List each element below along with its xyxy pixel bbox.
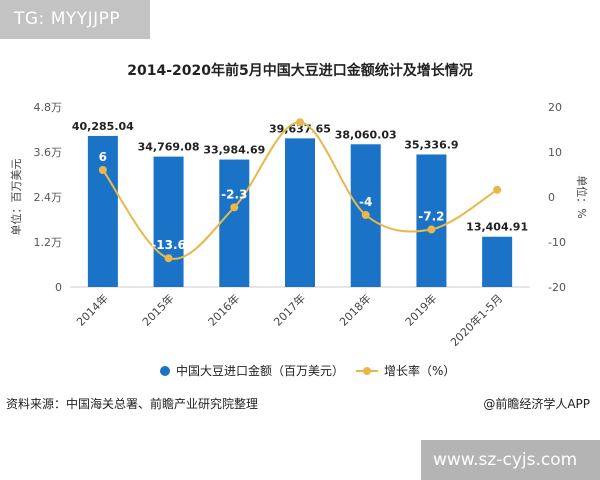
y-right-tick-label: 20	[548, 101, 562, 114]
chart: 0 1.2万 2.4万 3.6万 4.8万 -20 -10 0 10 20 单位：百万美元 单位：% 4…	[9, 101, 589, 349]
bar	[482, 236, 513, 287]
bar-value-label: 35,336.9	[404, 138, 458, 151]
bar-value-label: 13,404.91	[466, 221, 528, 234]
y-left-tick-label: 1.2万	[34, 236, 63, 249]
x-tick-label: 2016年	[205, 291, 242, 328]
y-left-tick-label: 4.8万	[34, 101, 63, 114]
x-tick-label: 2019年	[402, 291, 439, 328]
growth-point	[296, 118, 304, 127]
growth-point	[230, 203, 239, 212]
y-left-tick-label: 0	[55, 281, 62, 294]
growth-point	[493, 185, 502, 194]
chart-title: 2014-2020年前5月中国大豆进口金额统计及增长情况	[127, 63, 473, 79]
y-left-tick-label: 3.6万	[34, 146, 63, 159]
legend-item-growth[interactable]: 增长率（%）	[356, 362, 455, 379]
growth-value-label: -7.2	[418, 209, 444, 223]
legend-label-amount: 中国大豆进口金额（百万美元）	[176, 364, 345, 378]
growth-value-label: -4	[359, 195, 372, 209]
growth-point	[98, 166, 107, 174]
watermark-tag: TG: MYYJJPP	[0, 0, 150, 39]
bar-value-label: 33,984.69	[203, 144, 265, 157]
legend-label-growth: 增长率（%）	[384, 364, 456, 378]
x-tick-label: 2018年	[336, 291, 373, 328]
bar	[153, 156, 184, 287]
bar-value-label: 40,285.04	[72, 120, 134, 133]
growth-point	[427, 225, 436, 234]
growth-value-label: -2.3	[221, 187, 247, 201]
y-right-tick-label: 0	[548, 191, 555, 204]
credit-note: @前瞻经济学人APP	[483, 397, 590, 411]
growth-point	[164, 254, 173, 263]
y-left-tick-label: 2.4万	[34, 191, 63, 204]
legend-item-amount[interactable]: 中国大豆进口金额（百万美元）	[160, 362, 344, 379]
growth-point	[361, 211, 370, 219]
growth-value-label: 1.6	[487, 170, 508, 184]
y-left-axis-title: 单位：百万美元	[9, 159, 23, 236]
bar-value-label: 38,060.03	[335, 128, 397, 141]
source-note: 资料来源：中国海关总署、前瞻产业研究院整理	[6, 397, 259, 411]
growth-value-label: -13.6	[151, 238, 186, 252]
legend-bar-swatch	[160, 365, 170, 376]
growth-value-label: 6	[99, 150, 107, 164]
bar	[87, 135, 118, 287]
legend-line-swatch	[356, 366, 378, 376]
x-tick-label: 2015年	[139, 291, 176, 328]
y-right-tick-label: -20	[548, 281, 566, 294]
bar	[219, 159, 250, 287]
bar	[285, 138, 315, 287]
x-tick-label: 2014年	[74, 291, 111, 328]
x-tick-label: 2020年1-5月	[447, 291, 505, 349]
y-right-tick-label: -10	[548, 236, 566, 249]
x-tick-label: 2017年	[271, 291, 308, 328]
bar	[416, 154, 447, 287]
y-right-tick-label: 10	[548, 146, 562, 159]
footer: 资料来源：中国海关总署、前瞻产业研究院整理 @前瞻经济学人APP	[0, 395, 600, 413]
site-watermark: www.sz-cyjs.com	[421, 440, 600, 480]
legend: 中国大豆进口金额（百万美元） 增长率（%）	[0, 362, 600, 382]
bar-value-label: 34,769.08	[138, 141, 200, 154]
y-right-axis-title: 单位：%	[575, 175, 589, 218]
